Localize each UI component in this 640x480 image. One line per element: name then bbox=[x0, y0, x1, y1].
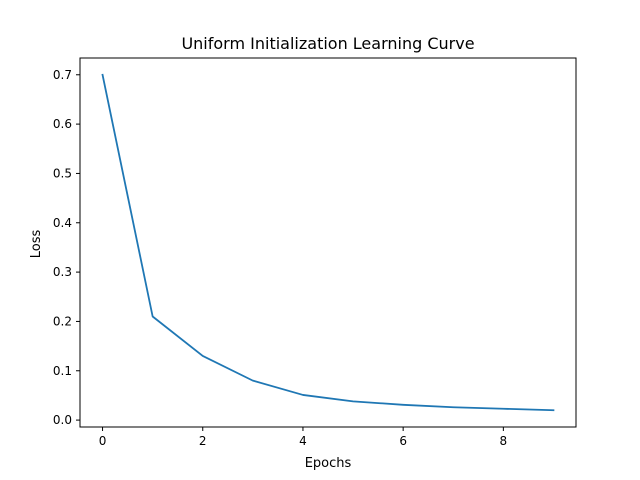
x-tick-label: 4 bbox=[299, 434, 307, 448]
axes-frame bbox=[79, 57, 577, 428]
x-axis-label: Epochs bbox=[305, 456, 352, 471]
y-tick-label: 0.7 bbox=[53, 68, 72, 82]
y-axis-label: Loss bbox=[29, 230, 44, 259]
plot-area bbox=[101, 73, 555, 412]
x-tick-label: 8 bbox=[500, 434, 508, 448]
x-axis-ticks: 0 2 4 6 8 bbox=[99, 427, 507, 448]
y-tick-label: 0.5 bbox=[53, 166, 72, 180]
y-axis-ticks: 0.0 0.1 0.2 0.3 0.4 0.5 0.6 0.7 bbox=[53, 68, 80, 427]
chart-title: Uniform Initialization Learning Curve bbox=[181, 34, 474, 53]
y-tick-label: 0.4 bbox=[53, 216, 72, 230]
y-tick-label: 0.2 bbox=[53, 314, 72, 328]
y-tick-label: 0.1 bbox=[53, 364, 72, 378]
y-tick-label: 0.3 bbox=[53, 265, 72, 279]
y-tick-label: 0.0 bbox=[53, 413, 72, 427]
series-line-loss bbox=[101, 73, 555, 412]
x-tick-label: 6 bbox=[399, 434, 407, 448]
y-tick-label: 0.6 bbox=[53, 117, 72, 131]
x-tick-label: 0 bbox=[99, 434, 107, 448]
x-tick-label: 2 bbox=[199, 434, 207, 448]
